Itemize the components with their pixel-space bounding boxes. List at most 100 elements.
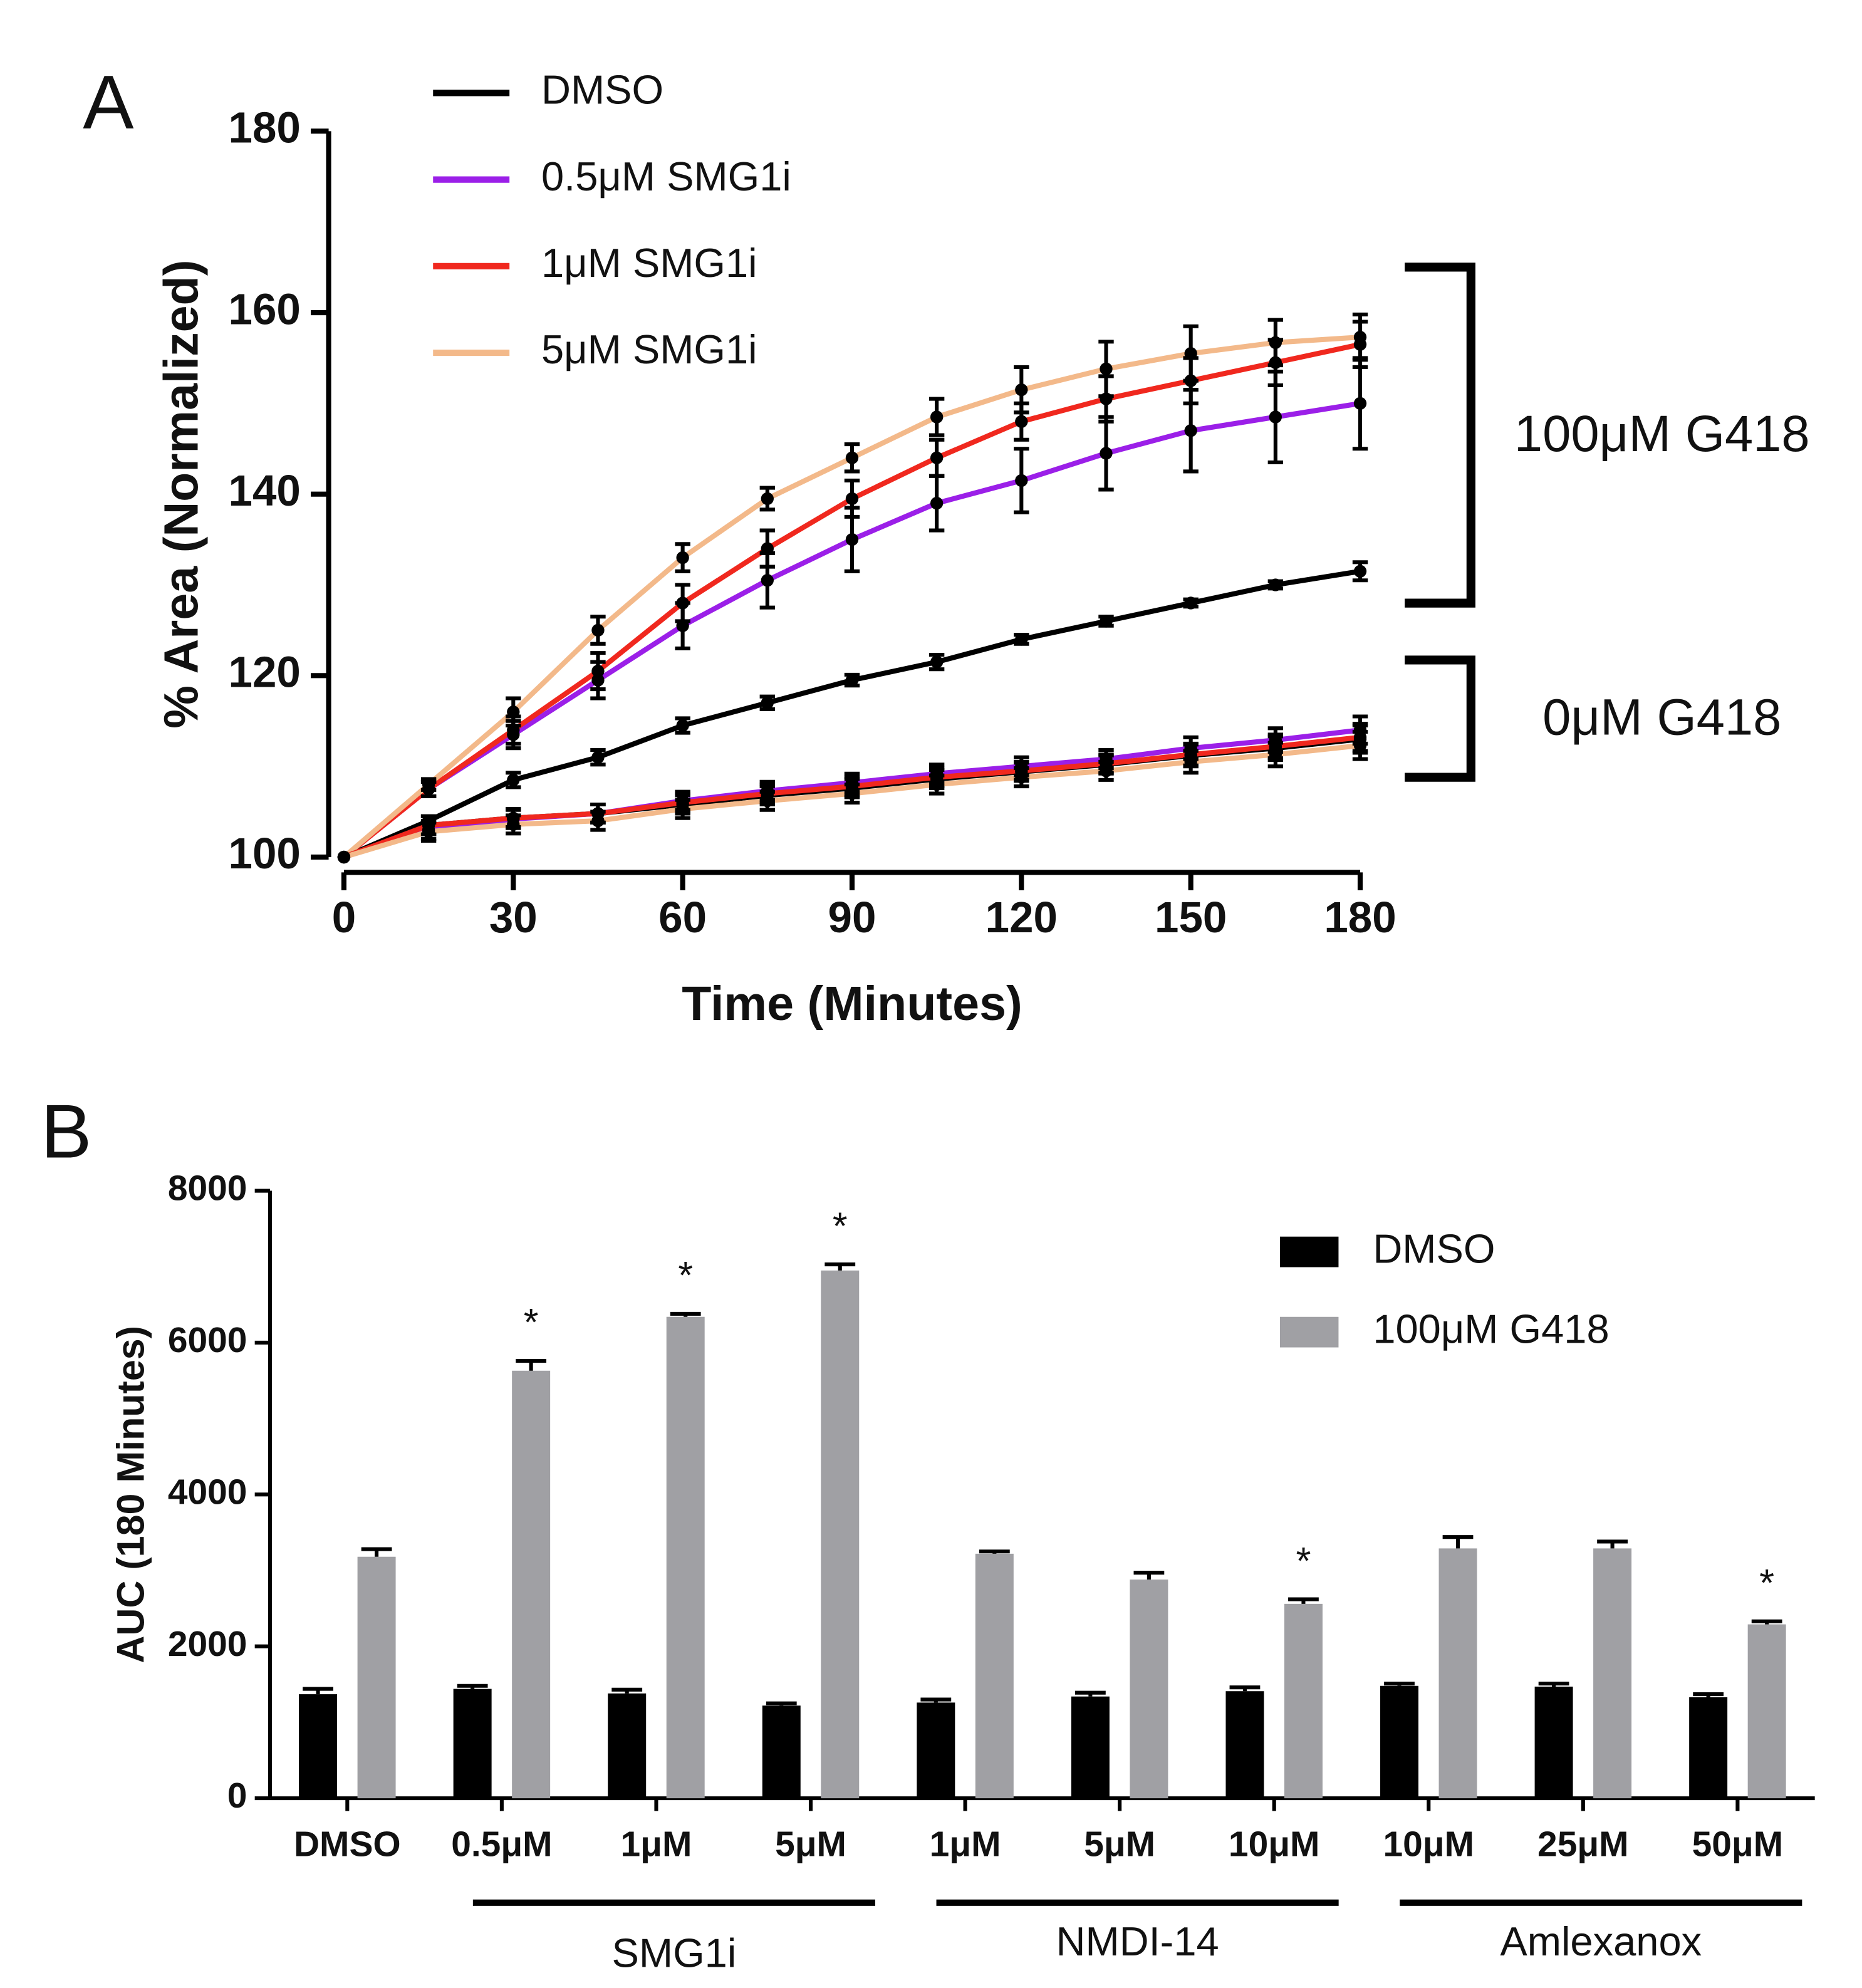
panel-label: A [83, 60, 134, 145]
data-point [761, 542, 774, 555]
y-tick-label: 160 [229, 284, 301, 333]
data-point [676, 596, 689, 610]
bar [299, 1694, 338, 1799]
data-point [761, 492, 774, 506]
x-tick-label: 50μM [1692, 1824, 1784, 1864]
bar [1593, 1548, 1632, 1799]
legend-label: 0.5μM SMG1i [541, 154, 791, 199]
significance-mark: * [833, 1204, 848, 1247]
bar [1380, 1685, 1419, 1799]
x-axis-title: Time (Minutes) [682, 977, 1022, 1031]
data-point [761, 794, 774, 808]
y-tick-label: 120 [229, 648, 301, 697]
bar [1071, 1696, 1110, 1799]
data-point [1100, 447, 1113, 460]
x-tick-label: 10μM [1383, 1824, 1475, 1864]
series-line [343, 568, 1361, 860]
bar [1284, 1603, 1323, 1799]
legend-label: 1μM SMG1i [541, 240, 757, 286]
x-tick-label: 30 [489, 893, 538, 942]
data-point [930, 655, 944, 669]
data-point [591, 664, 605, 678]
data-point [930, 451, 944, 464]
data-point [1353, 739, 1367, 752]
y-tick-label: 100 [229, 829, 301, 878]
x-tick-label: 150 [1155, 893, 1227, 942]
data-point [507, 773, 520, 787]
data-point [1269, 578, 1282, 591]
x-tick-label: 180 [1324, 893, 1396, 942]
data-point [845, 674, 859, 687]
x-tick-label: 0 [332, 893, 356, 942]
x-tick-label: 60 [658, 893, 707, 942]
data-point [845, 533, 859, 546]
x-tick-label: DMSO [294, 1824, 401, 1864]
data-point [337, 850, 351, 864]
group-label: SMG1i [612, 1930, 737, 1975]
data-point [676, 803, 689, 816]
bar [666, 1316, 705, 1799]
data-point [591, 751, 605, 764]
data-point [1184, 347, 1197, 360]
x-tick-label: 90 [828, 893, 876, 942]
group-bracket [1405, 655, 1475, 782]
y-tick-label: 0 [227, 1776, 247, 1816]
data-point [1184, 424, 1197, 437]
data-point [422, 825, 435, 838]
data-point [507, 705, 520, 719]
bar [917, 1702, 955, 1799]
significance-mark: * [1759, 1561, 1774, 1604]
x-tick-label: 0.5μM [451, 1824, 552, 1864]
bar [821, 1270, 860, 1799]
data-point [676, 719, 689, 732]
bar [453, 1689, 492, 1799]
legend-label: DMSO [541, 67, 663, 113]
bar [1130, 1579, 1168, 1799]
x-tick-label: 25μM [1537, 1824, 1629, 1864]
bar [357, 1556, 396, 1799]
data-point [1269, 410, 1282, 424]
data-point [507, 818, 520, 831]
x-tick-label: 120 [986, 893, 1058, 942]
bar [512, 1370, 551, 1799]
data-point [845, 451, 859, 464]
data-point [1015, 383, 1028, 397]
data-point [591, 623, 605, 637]
legend-swatch [1279, 1236, 1339, 1267]
legend-swatch [1279, 1316, 1339, 1348]
x-tick-label: 5μM [1084, 1824, 1155, 1864]
data-point [1100, 764, 1113, 778]
data-point [1100, 615, 1113, 628]
legend-label: DMSO [1373, 1226, 1495, 1271]
bar [975, 1553, 1014, 1799]
data-point [1184, 755, 1197, 769]
panel-label: B [41, 1088, 91, 1174]
data-point [1353, 397, 1367, 410]
x-tick-label: 10μM [1229, 1824, 1320, 1864]
data-point [1015, 474, 1028, 487]
data-point [1015, 633, 1028, 646]
bar [1438, 1548, 1477, 1799]
data-point [761, 696, 774, 709]
data-point [422, 778, 435, 791]
group-label: Amlexanox [1500, 1918, 1702, 1964]
data-point [1015, 415, 1028, 428]
legend-label: 5μM SMG1i [541, 326, 757, 372]
data-point [1353, 330, 1367, 344]
y-tick-label: 140 [229, 466, 301, 515]
y-tick-label: 4000 [168, 1472, 247, 1512]
data-point [1353, 565, 1367, 578]
data-point [930, 778, 944, 791]
data-point [845, 787, 859, 800]
y-axis-title: % Area (Normalized) [154, 260, 208, 729]
y-axis-title: AUC (180 Minutes) [110, 1326, 152, 1663]
y-tick-label: 2000 [168, 1624, 247, 1664]
bar [608, 1693, 647, 1799]
y-tick-label: 6000 [168, 1320, 247, 1360]
group-label: 0μM G418 [1542, 689, 1781, 746]
data-point [1184, 596, 1197, 610]
bar [1225, 1691, 1264, 1799]
data-point [1269, 336, 1282, 349]
data-point [761, 574, 774, 587]
